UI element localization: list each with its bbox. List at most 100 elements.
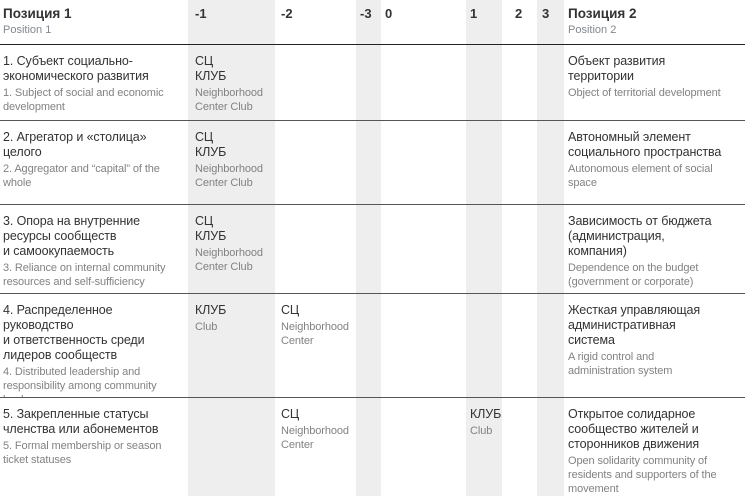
cell-minus1: СЦ КЛУБ Neighborhood Center Club xyxy=(188,45,275,120)
cell-plus1 xyxy=(466,121,502,204)
scale-value: 0 xyxy=(385,6,393,21)
cell-plus3 xyxy=(537,121,564,204)
scale-label-minus2: -2 xyxy=(275,0,356,44)
row-position1-en: 1. Subject of social and economic develo… xyxy=(3,87,164,113)
cell-en: Club xyxy=(470,425,493,437)
header-position2-ru: Позиция 2 xyxy=(568,6,637,21)
row-position2: Объект развития территории Object of ter… xyxy=(564,45,745,120)
row-position2: Автономный элемент социального пространс… xyxy=(564,121,745,204)
cell-zero xyxy=(381,398,466,496)
cell-plus3 xyxy=(537,398,564,496)
row-position2-en: Dependence on the budget (government or … xyxy=(568,262,699,288)
scale-label-minus3: -3 xyxy=(356,0,381,44)
cell-minus2: СЦ Neighborhood Center xyxy=(275,398,356,496)
cell-minus3 xyxy=(356,205,381,293)
scale-value: 3 xyxy=(542,6,550,21)
column-band-plus1 xyxy=(466,0,502,496)
row-position2: Зависимость от бюджета (администрация, к… xyxy=(564,205,745,293)
cell-plus3 xyxy=(537,45,564,120)
row-position2: Открытое солидарное сообщество жителей и… xyxy=(564,398,745,496)
scale-value: -2 xyxy=(281,6,293,21)
cell-plus3 xyxy=(537,205,564,293)
row-position2-en: Open solidarity community of residents a… xyxy=(568,455,717,495)
cell-minus3 xyxy=(356,45,381,120)
row-position1: 4. Распределенное руководство и ответств… xyxy=(0,294,188,397)
row-position1: 5. Закрепленные статусы членства или або… xyxy=(0,398,188,496)
table-row: 2. Агрегатор и «столица» целого 2. Aggre… xyxy=(0,120,745,204)
cell-plus2 xyxy=(502,398,537,496)
table-row: 4. Распределенное руководство и ответств… xyxy=(0,293,745,397)
row-position2-ru: Жесткая управляющая административная сис… xyxy=(568,303,701,347)
cell-plus1: КЛУБ Club xyxy=(466,398,502,496)
row-position1-ru: 1. Субъект социально- экономического раз… xyxy=(3,54,149,83)
cell-en: Club xyxy=(195,321,218,333)
cell-minus3 xyxy=(356,121,381,204)
row-position1-en: 3. Reliance on internal community resour… xyxy=(3,262,166,288)
cell-minus3 xyxy=(356,294,381,397)
cell-zero xyxy=(381,45,466,120)
scale-value: -3 xyxy=(360,6,372,21)
cell-plus2 xyxy=(502,205,537,293)
column-band-minus1 xyxy=(188,0,275,496)
cell-plus2 xyxy=(502,121,537,204)
table-row: 3. Опора на внутренние ресурсы сообществ… xyxy=(0,204,745,293)
cell-minus1: СЦ КЛУБ Neighborhood Center Club xyxy=(188,205,275,293)
cell-minus2: СЦ Neighborhood Center xyxy=(275,294,356,397)
row-position2-ru: Открытое солидарное сообщество жителей и… xyxy=(568,407,700,451)
row-position2-en: Object of territorial development xyxy=(568,87,721,99)
cell-ru: СЦ КЛУБ xyxy=(195,214,227,243)
cell-minus2 xyxy=(275,205,356,293)
cell-plus3 xyxy=(537,294,564,397)
column-band-plus3 xyxy=(537,0,564,496)
column-band-minus3 xyxy=(356,0,381,496)
row-position1-ru: 2. Агрегатор и «столица» целого xyxy=(3,130,147,159)
cell-zero xyxy=(381,121,466,204)
row-position2: Жесткая управляющая административная сис… xyxy=(564,294,745,397)
scale-label-minus1: -1 xyxy=(188,0,275,44)
scale-label-zero: 0 xyxy=(381,0,466,44)
cell-minus1: СЦ КЛУБ Neighborhood Center Club xyxy=(188,121,275,204)
cell-minus1: КЛУБ Club xyxy=(188,294,275,397)
row-position1-en: 4. Distributed leadership and responsibi… xyxy=(3,366,157,397)
cell-minus2 xyxy=(275,121,356,204)
scale-value: 1 xyxy=(470,6,478,21)
row-position2-en: Autonomous element of social space xyxy=(568,163,713,189)
scale-label-plus2: 2 xyxy=(502,0,537,44)
header-position2-en: Position 2 xyxy=(568,24,617,36)
row-position2-ru: Объект развития территории xyxy=(568,54,666,83)
cell-zero xyxy=(381,294,466,397)
cell-plus1 xyxy=(466,205,502,293)
row-position2-ru: Автономный элемент социального пространс… xyxy=(568,130,722,159)
scale-value: 2 xyxy=(515,6,523,21)
cell-zero xyxy=(381,205,466,293)
row-position1-en: 2. Aggregator and “capital” of the whole xyxy=(3,163,160,189)
header-position1: Позиция 1 Position 1 xyxy=(0,0,188,44)
cell-en: Neighborhood Center Club xyxy=(195,247,263,273)
row-position1-en: 5. Formal membership or season ticket st… xyxy=(3,440,162,466)
scale-label-plus3: 3 xyxy=(537,0,564,44)
row-position1-ru: 5. Закрепленные статусы членства или або… xyxy=(3,407,159,436)
scale-value: -1 xyxy=(195,6,207,21)
row-position2-en: A rigid control and administration syste… xyxy=(568,351,673,377)
row-position1-ru: 3. Опора на внутренние ресурсы сообществ… xyxy=(3,214,141,258)
row-position1: 2. Агрегатор и «столица» целого 2. Aggre… xyxy=(0,121,188,204)
cell-plus1 xyxy=(466,45,502,120)
cell-minus3 xyxy=(356,398,381,496)
cell-ru: КЛУБ xyxy=(470,407,502,421)
cell-ru: СЦ КЛУБ xyxy=(195,54,227,83)
cell-en: Neighborhood Center xyxy=(281,321,349,347)
cell-ru: СЦ xyxy=(281,407,300,421)
cell-plus2 xyxy=(502,45,537,120)
header-position1-en: Position 1 xyxy=(3,24,52,36)
row-position1: 3. Опора на внутренние ресурсы сообществ… xyxy=(0,205,188,293)
header-position1-ru: Позиция 1 xyxy=(3,6,72,21)
cell-en: Neighborhood Center xyxy=(281,425,349,451)
row-position2-ru: Зависимость от бюджета (администрация, к… xyxy=(568,214,712,258)
cell-ru: КЛУБ xyxy=(195,303,227,317)
header-position2: Позиция 2 Position 2 xyxy=(564,0,745,44)
cell-plus1 xyxy=(466,294,502,397)
cell-en: Neighborhood Center Club xyxy=(195,163,263,189)
table-header-row: Позиция 1 Position 1 -1 -2 -3 0 1 2 3 По… xyxy=(0,0,745,44)
cell-ru: СЦ КЛУБ xyxy=(195,130,227,159)
